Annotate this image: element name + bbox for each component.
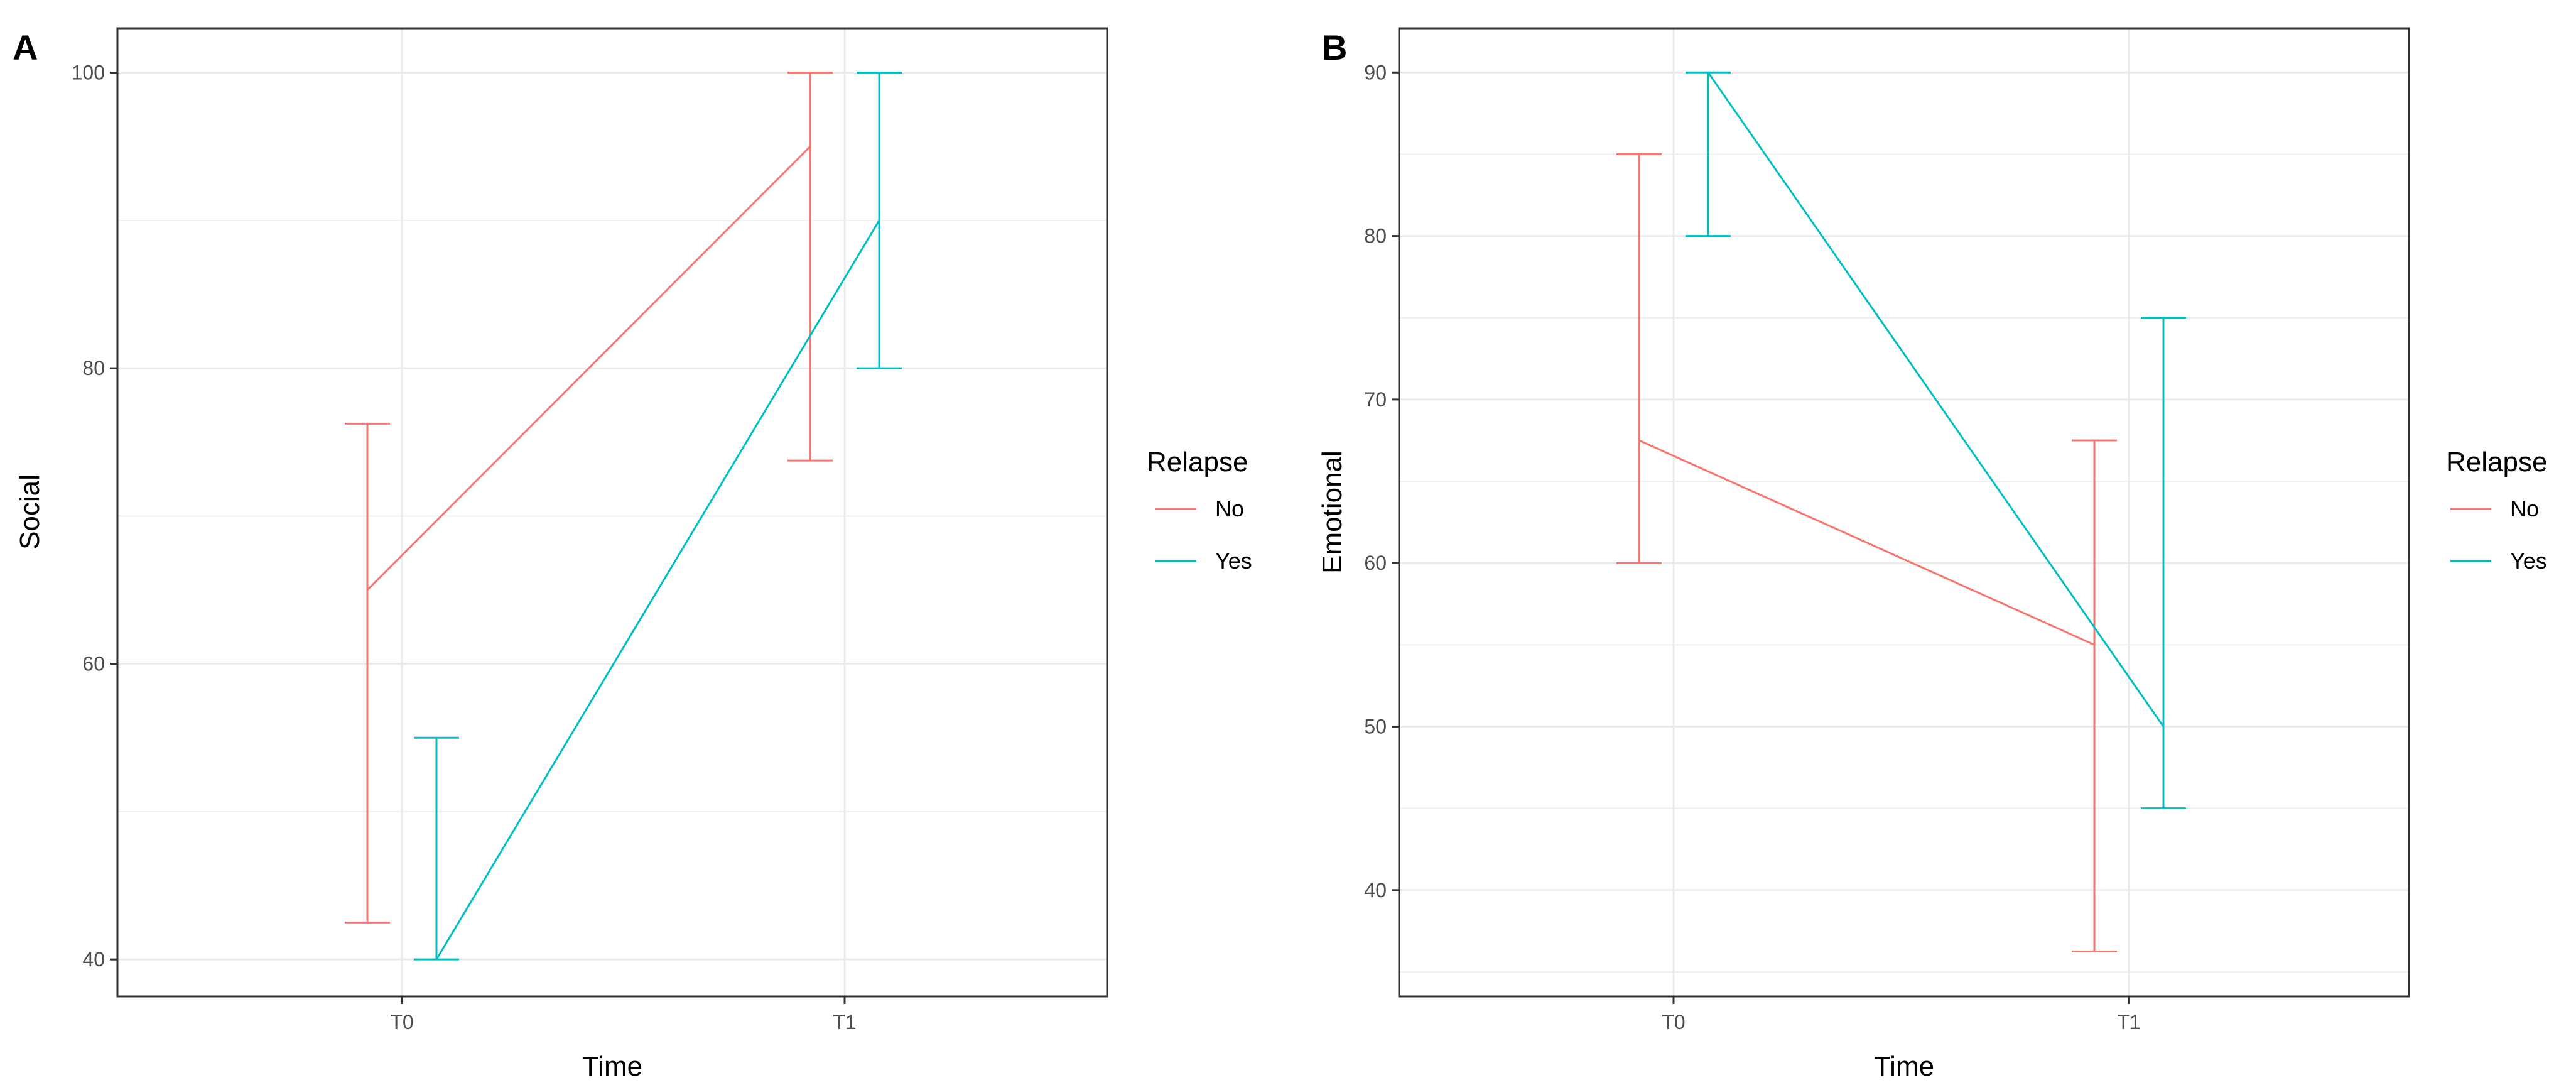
panel-b-xlabel: Time [1874, 1051, 1934, 1082]
panel-a-border [116, 27, 1108, 998]
panel-b-border [1398, 27, 2410, 998]
panel-a-no-line [366, 146, 811, 591]
panel-b-ylabel: Emotional [1317, 450, 1348, 574]
panel-b-legend-label-yes: Yes [2510, 548, 2547, 574]
panel-a-series [345, 72, 902, 961]
panel-a-legend-label-no: No [1215, 496, 1244, 521]
panel-b-x-tick-label: T1 [2117, 1011, 2140, 1033]
panel-b-axes: 40 50 60 70 80 90 T0 T1 [1364, 61, 2140, 1033]
panel-b-y-tick-label: 70 [1364, 388, 1387, 411]
panel-b: B 40 50 60 70 80 90 T0 T1 Time Emotional Relaps… [1317, 27, 2547, 1082]
panel-a-y-tick-label: 40 [82, 948, 105, 971]
panel-a-yes-line [435, 220, 880, 960]
panel-a-x-tick-label: T0 [390, 1011, 413, 1033]
panel-b-legend: Relapse No Yes [2446, 447, 2547, 574]
panel-b-letter: B [1322, 28, 1347, 67]
panel-b-y-tick-label: 60 [1364, 552, 1387, 574]
panel-a-grid [117, 28, 1107, 996]
panel-b-y-tick-label: 80 [1364, 225, 1387, 248]
panel-b-legend-title: Relapse [2446, 447, 2547, 477]
panel-a-ylabel: Social [14, 474, 45, 550]
panel-b-y-tick-label: 50 [1364, 715, 1387, 738]
panel-a-legend-label-yes: Yes [1215, 548, 1252, 574]
panel-a-letter: A [13, 28, 38, 67]
panel-a-legend: Relapse No Yes [1147, 447, 1252, 574]
panel-a-y-tick-label: 60 [82, 653, 105, 675]
panel-b-yes-line [1707, 72, 2165, 728]
panel-b-x-tick-label: T0 [1662, 1011, 1685, 1033]
panel-b-series [1616, 71, 2186, 952]
panel-a-legend-title: Relapse [1147, 447, 1248, 477]
panel-a-xlabel: Time [582, 1051, 642, 1082]
panel-a-x-tick-label: T1 [833, 1011, 856, 1033]
panel-b-y-tick-label: 40 [1364, 879, 1387, 902]
panel-a: A 40 60 80 100 T0 T1 Time Social Relapse No Y… [13, 27, 1252, 1082]
panel-b-y-tick-label: 90 [1364, 61, 1387, 84]
panel-b-no-line [1638, 439, 2095, 646]
panel-b-legend-label-no: No [2510, 496, 2539, 521]
panel-a-y-tick-label: 80 [82, 357, 105, 379]
panel-a-axes: 40 60 80 100 T0 T1 [72, 62, 857, 1033]
panel-b-grid [1399, 28, 2409, 996]
panel-a-y-tick-label: 100 [72, 62, 105, 84]
